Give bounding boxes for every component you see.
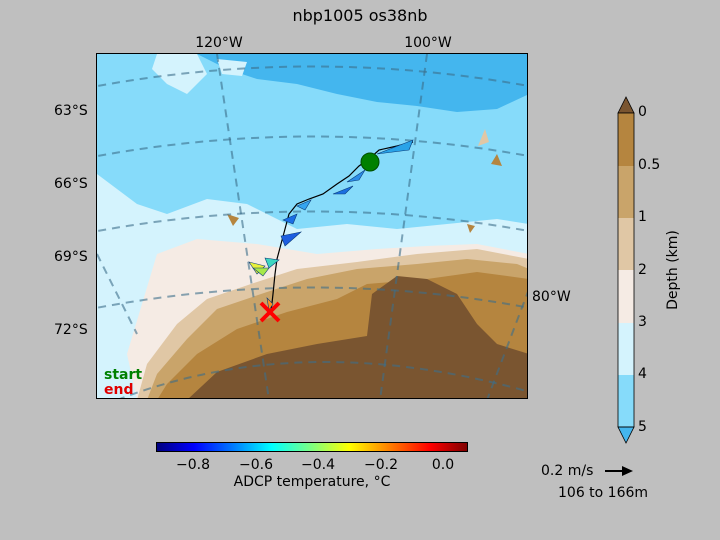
graticule-72s [97, 286, 527, 309]
legend-end-label: end [104, 382, 134, 398]
lat-label-72s: 72°S [54, 322, 88, 338]
temperature-tick: 0.0 [431, 457, 455, 473]
depth-tick: 5 [638, 419, 647, 435]
depth-band [618, 323, 634, 375]
depth-band [618, 166, 634, 218]
island-east-2 [491, 154, 502, 166]
lat-label-63s: 63°S [54, 103, 88, 119]
depth-tick: 0.5 [638, 157, 661, 173]
lon-label-100w: 100°W [404, 35, 452, 51]
island-south [467, 224, 475, 233]
green-circle-icon [360, 152, 380, 172]
depth-colorbar-extend-bottom [617, 426, 635, 444]
adcp-arrow [296, 199, 312, 211]
depth-colorbar [617, 96, 635, 444]
lon-label-120w: 120°W [195, 35, 243, 51]
graticule-120w [216, 54, 270, 398]
temperature-colorbar [156, 442, 468, 452]
island-east [478, 129, 489, 146]
adcp-arrow [264, 257, 280, 269]
adcp-arrow [252, 267, 270, 277]
red-x-icon [259, 301, 281, 323]
lat-label-66s: 66°S [54, 176, 88, 192]
temperature-colorbar-label: ADCP temperature, °C [233, 474, 391, 490]
depth-band [618, 270, 634, 323]
adcp-arrow [266, 297, 274, 311]
coastal-shelf-deep [189, 276, 527, 398]
graticule-69s [97, 210, 527, 233]
legend-start-label: start [104, 367, 143, 383]
depth-colorbar-label: Depth (km) [665, 230, 681, 310]
depth-band [618, 113, 634, 166]
depth-tick: 4 [638, 366, 647, 382]
deep-basin-north [197, 54, 527, 112]
graticule-63s [97, 65, 527, 88]
adcp-arrow [332, 185, 354, 195]
scale-arrow-icon [605, 466, 633, 476]
island-west [227, 214, 239, 226]
adcp-arrow [376, 139, 414, 155]
depth-band [618, 375, 634, 427]
temperature-tick: −0.4 [301, 457, 335, 473]
graticule-75s [119, 361, 527, 398]
seamount-north [217, 59, 247, 76]
adcp-arrow [346, 169, 366, 183]
depth-tick: 2 [638, 262, 647, 278]
depth-tick: 0 [638, 104, 647, 120]
adcp-arrow [280, 231, 303, 247]
bathymetry-map [97, 54, 527, 398]
scale-speed-label: 0.2 m/s [541, 463, 594, 479]
map-panel [96, 53, 528, 399]
graticule-100w [379, 54, 428, 398]
scale-depth-range: 106 to 166m [558, 485, 649, 501]
temperature-tick: −0.6 [239, 457, 273, 473]
adcp-arrow [282, 213, 298, 225]
graticule-130w [97, 253, 138, 335]
depth-tick: 1 [638, 209, 647, 225]
plot-title: nbp1005 os38nb [292, 6, 428, 25]
depth-colorbar-extend-top [617, 96, 635, 114]
depth-band [618, 218, 634, 270]
lon-label-80w: 80°W [532, 289, 571, 305]
graticule-66s [97, 135, 527, 158]
temperature-tick: −0.8 [176, 457, 210, 473]
ridge-shallow-north [152, 54, 207, 94]
lat-label-69s: 69°S [54, 249, 88, 265]
graticule-80w [486, 291, 527, 398]
depth-tick: 3 [638, 314, 647, 330]
temperature-tick: −0.2 [364, 457, 398, 473]
depth-colorbar-frame [617, 112, 635, 428]
